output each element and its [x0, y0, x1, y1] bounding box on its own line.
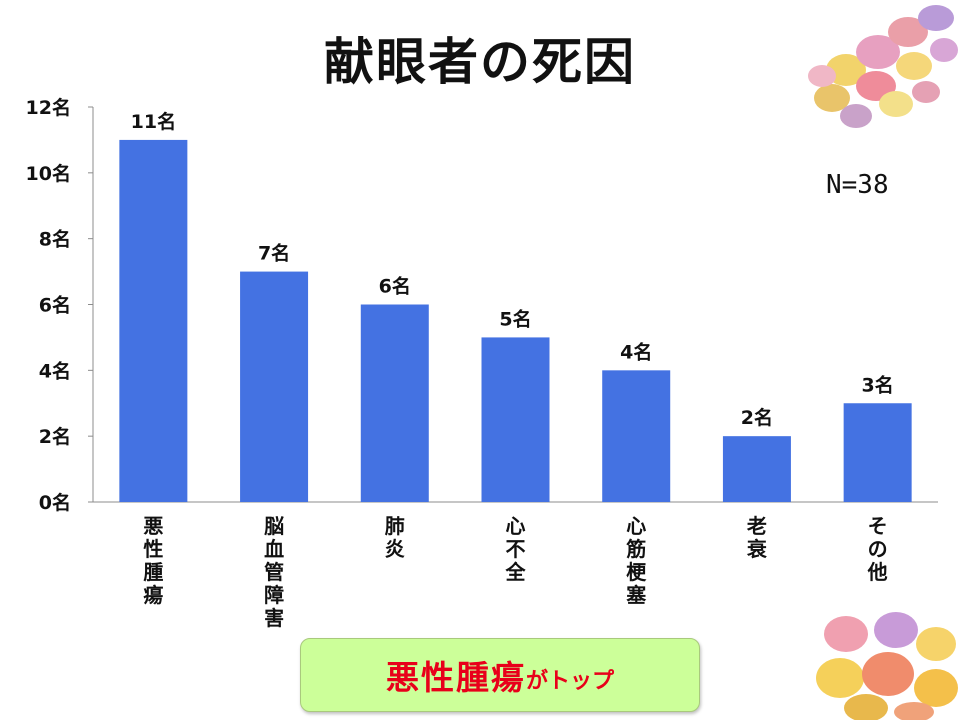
- bar-value-label: 11名: [131, 110, 176, 133]
- bar: [240, 271, 309, 502]
- x-category-label: 老衰: [746, 514, 768, 561]
- candy-eggs-top-right-icon: [796, 0, 960, 136]
- y-tick-label: 12名: [26, 96, 71, 119]
- x-category-label: その他: [867, 514, 888, 584]
- callout-suffix: がトップ: [525, 669, 614, 694]
- bar: [602, 370, 671, 502]
- y-tick-label: 4名: [39, 359, 71, 382]
- y-tick-label: 8名: [39, 228, 71, 251]
- x-category-label: 悪性腫瘍: [143, 514, 163, 607]
- bar: [119, 139, 188, 502]
- bar: [481, 337, 550, 502]
- candy-eggs-bottom-right-icon: [816, 612, 958, 720]
- page-title: 献眼者の死因: [324, 33, 636, 91]
- conclusion-callout: 悪性腫瘍 がトップ: [300, 638, 700, 712]
- y-tick-label: 10名: [26, 162, 71, 185]
- bar: [722, 436, 791, 502]
- bar-value-label: 4名: [620, 340, 652, 363]
- bar: [843, 403, 912, 502]
- x-category-label: 脳血管障害: [263, 514, 284, 630]
- bar: [360, 304, 429, 502]
- y-tick-label: 0名: [39, 491, 71, 514]
- callout-emphasis: 悪性腫瘍: [385, 658, 526, 697]
- sample-size-label: N=38: [826, 170, 889, 200]
- y-tick-label: 2名: [39, 425, 71, 448]
- bar-value-label: 6名: [379, 275, 411, 298]
- bar-value-label: 7名: [258, 242, 290, 265]
- bar-value-label: 5名: [499, 307, 531, 330]
- bar-value-label: 3名: [862, 373, 894, 396]
- y-tick-label: 6名: [39, 294, 71, 317]
- x-category-label: 心不全: [505, 514, 527, 584]
- x-category-label: 肺炎: [385, 514, 405, 561]
- x-category-label: 心筋梗塞: [626, 514, 647, 607]
- bar-value-label: 2名: [741, 406, 773, 429]
